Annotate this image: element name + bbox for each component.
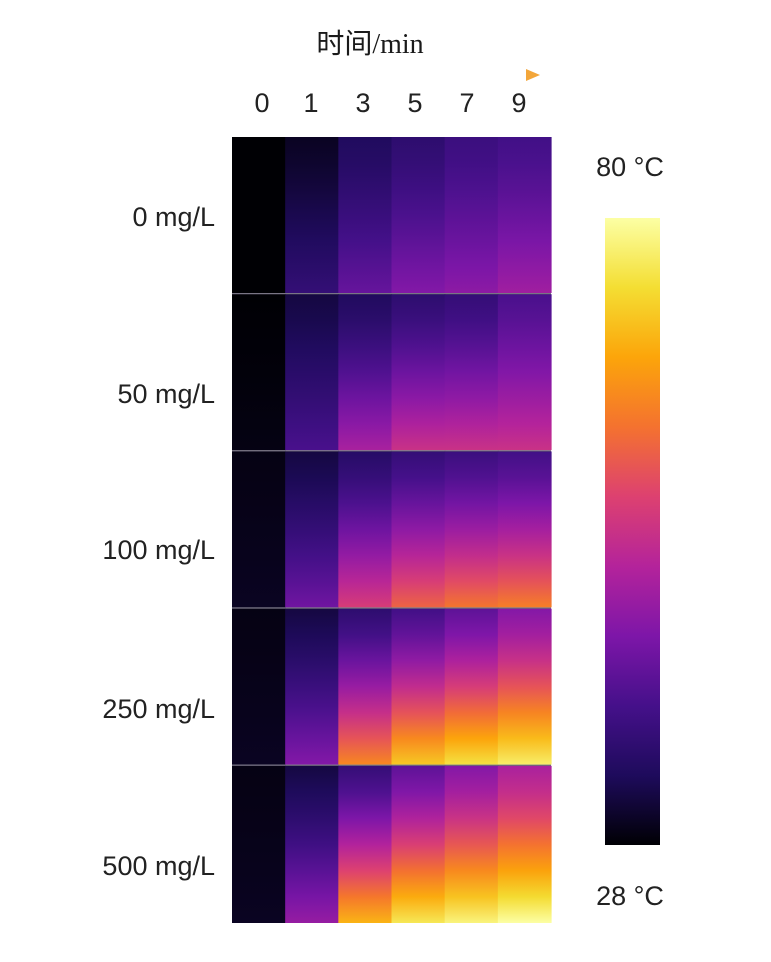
time-arrow-head — [526, 69, 540, 81]
heatmap-cell — [444, 451, 499, 608]
row-separator — [232, 293, 551, 295]
colorbar-min-label: 28 °C — [596, 881, 664, 911]
time-tick-label: 9 — [511, 88, 527, 118]
time-tick-label: 0 — [254, 88, 270, 118]
time-tick-label: 5 — [407, 88, 423, 118]
heatmap-cell — [444, 294, 499, 451]
heatmap-cell — [497, 137, 552, 293]
row-label: 500 mg/L — [102, 851, 215, 881]
heatmap-cell — [444, 608, 499, 765]
time-arrow — [238, 69, 540, 81]
heatmap-cell — [338, 765, 393, 923]
heatmap-cell — [285, 608, 339, 765]
heatmap-cell — [232, 294, 286, 451]
time-tick-label: 3 — [355, 88, 371, 118]
heatmap-cell — [285, 765, 339, 923]
row-separator — [232, 607, 551, 609]
heatmap-cell — [285, 451, 339, 608]
row-separator — [232, 450, 551, 452]
heatmap-cell — [338, 608, 393, 765]
heatmap-cell — [285, 294, 339, 451]
x-axis-title: 时间/min — [316, 29, 424, 60]
heatmap-cell — [391, 137, 446, 293]
heatmap-cell — [285, 137, 339, 293]
heatmap-cell — [338, 294, 393, 451]
heatmap-cell — [232, 765, 286, 923]
row-label: 50 mg/L — [117, 379, 215, 409]
time-tick-label: 1 — [303, 88, 319, 118]
row-label: 250 mg/L — [102, 694, 215, 724]
heatmap-cell — [444, 137, 499, 293]
heatmap-cell — [391, 451, 446, 608]
colorbar — [605, 218, 660, 845]
heatmap-cell — [232, 451, 286, 608]
heatmap-cell — [391, 765, 446, 923]
heatmap-cell — [497, 451, 552, 608]
heatmap-cell — [444, 765, 499, 923]
row-label: 0 mg/L — [132, 202, 215, 232]
colorbar-max-label: 80 °C — [596, 152, 664, 182]
heatmap-cell — [497, 608, 552, 765]
heatmap-cell — [232, 137, 286, 293]
heatmap-cell — [232, 608, 286, 765]
heatmap-cells — [232, 137, 552, 923]
row-label: 100 mg/L — [102, 535, 215, 565]
heatmap-cell — [338, 137, 393, 293]
time-tick-label: 7 — [459, 88, 475, 118]
heatmap-cell — [338, 451, 393, 608]
heatmap-cell — [391, 608, 446, 765]
heatmap-cell — [391, 294, 446, 451]
heatmap-cell — [497, 294, 552, 451]
row-separator — [232, 764, 551, 766]
heatmap-cell — [497, 765, 552, 923]
